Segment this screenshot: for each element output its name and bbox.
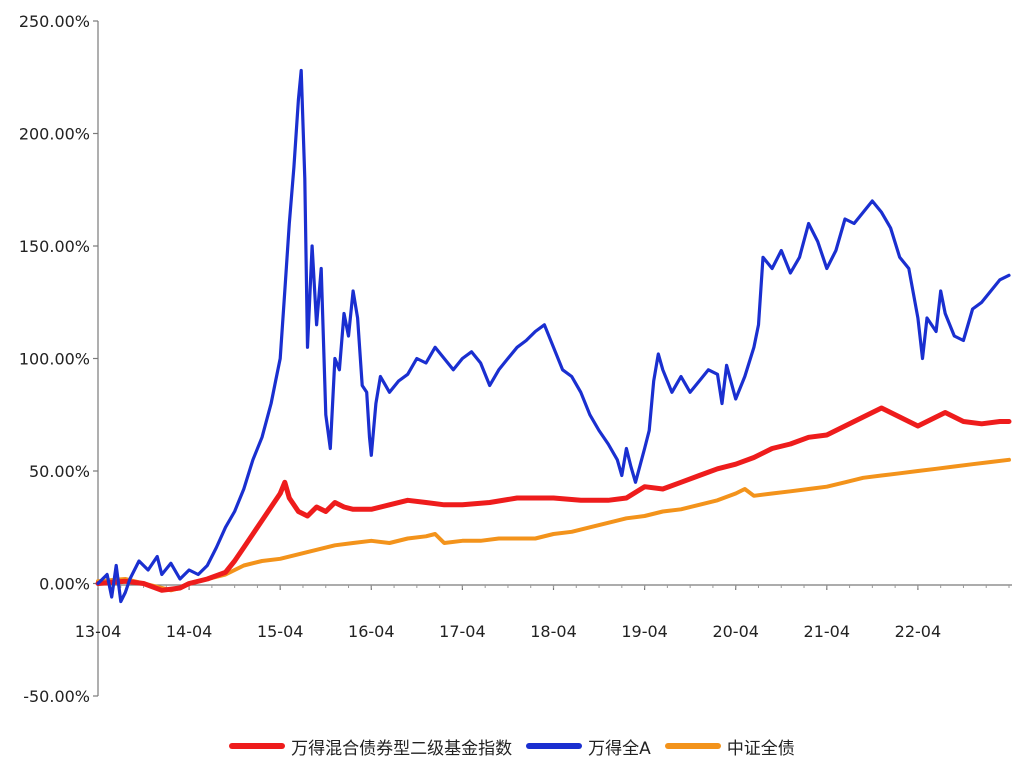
y-tick-label: 200.00% [19, 125, 90, 144]
y-tick-label: 0.00% [39, 575, 90, 594]
y-tick-label: 100.00% [19, 350, 90, 369]
line-chart: 250.00% 200.00% 150.00% 100.00% 50.00% 0.00% -… [19, 12, 1012, 706]
x-tick-label: 15-04 [257, 622, 304, 641]
x-axis: 13-04 14-04 15-04 16-04 17-04 18-04 19-04 20-04… [75, 584, 1012, 641]
series-layer [95, 68, 1012, 604]
x-tick-label: 14-04 [166, 622, 213, 641]
x-tick-label: 13-04 [75, 622, 122, 641]
series-line-1 [96, 68, 1011, 604]
legend-label: 万得全A [588, 738, 651, 759]
series-line-0 [95, 405, 1012, 593]
legend-swatch [664, 743, 721, 749]
x-tick-label: 16-04 [348, 622, 395, 641]
legend-item-csi-aggregate-bond: 中证全债 [664, 734, 795, 759]
y-tick-label: 50.00% [29, 462, 90, 481]
legend: 万得混合债券型二级基金指数 万得全A 中证全债 [0, 728, 1024, 764]
x-tick-label: 20-04 [712, 622, 759, 641]
x-tick-label: 17-04 [439, 622, 486, 641]
x-tick-label: 21-04 [804, 622, 851, 641]
legend-swatch [229, 743, 286, 749]
x-tick-label: 18-04 [530, 622, 577, 641]
legend-label: 中证全债 [726, 738, 795, 759]
legend-swatch [526, 743, 583, 749]
y-axis: 250.00% 200.00% 150.00% 100.00% 50.00% 0.00% -… [19, 12, 99, 706]
y-tick-label: 150.00% [19, 237, 90, 256]
x-tick-label: 19-04 [621, 622, 668, 641]
y-tick-label: 250.00% [19, 12, 90, 31]
legend-label: 万得混合债券型二级基金指数 [291, 738, 513, 759]
y-tick-label: -50.00% [23, 687, 90, 706]
series-line-2 [96, 457, 1011, 593]
x-tick-label: 22-04 [895, 622, 942, 641]
legend-item-hybrid-bond-index: 万得混合债券型二级基金指数 [229, 734, 512, 759]
legend-item-wind-all-a: 万得全A [526, 734, 651, 759]
